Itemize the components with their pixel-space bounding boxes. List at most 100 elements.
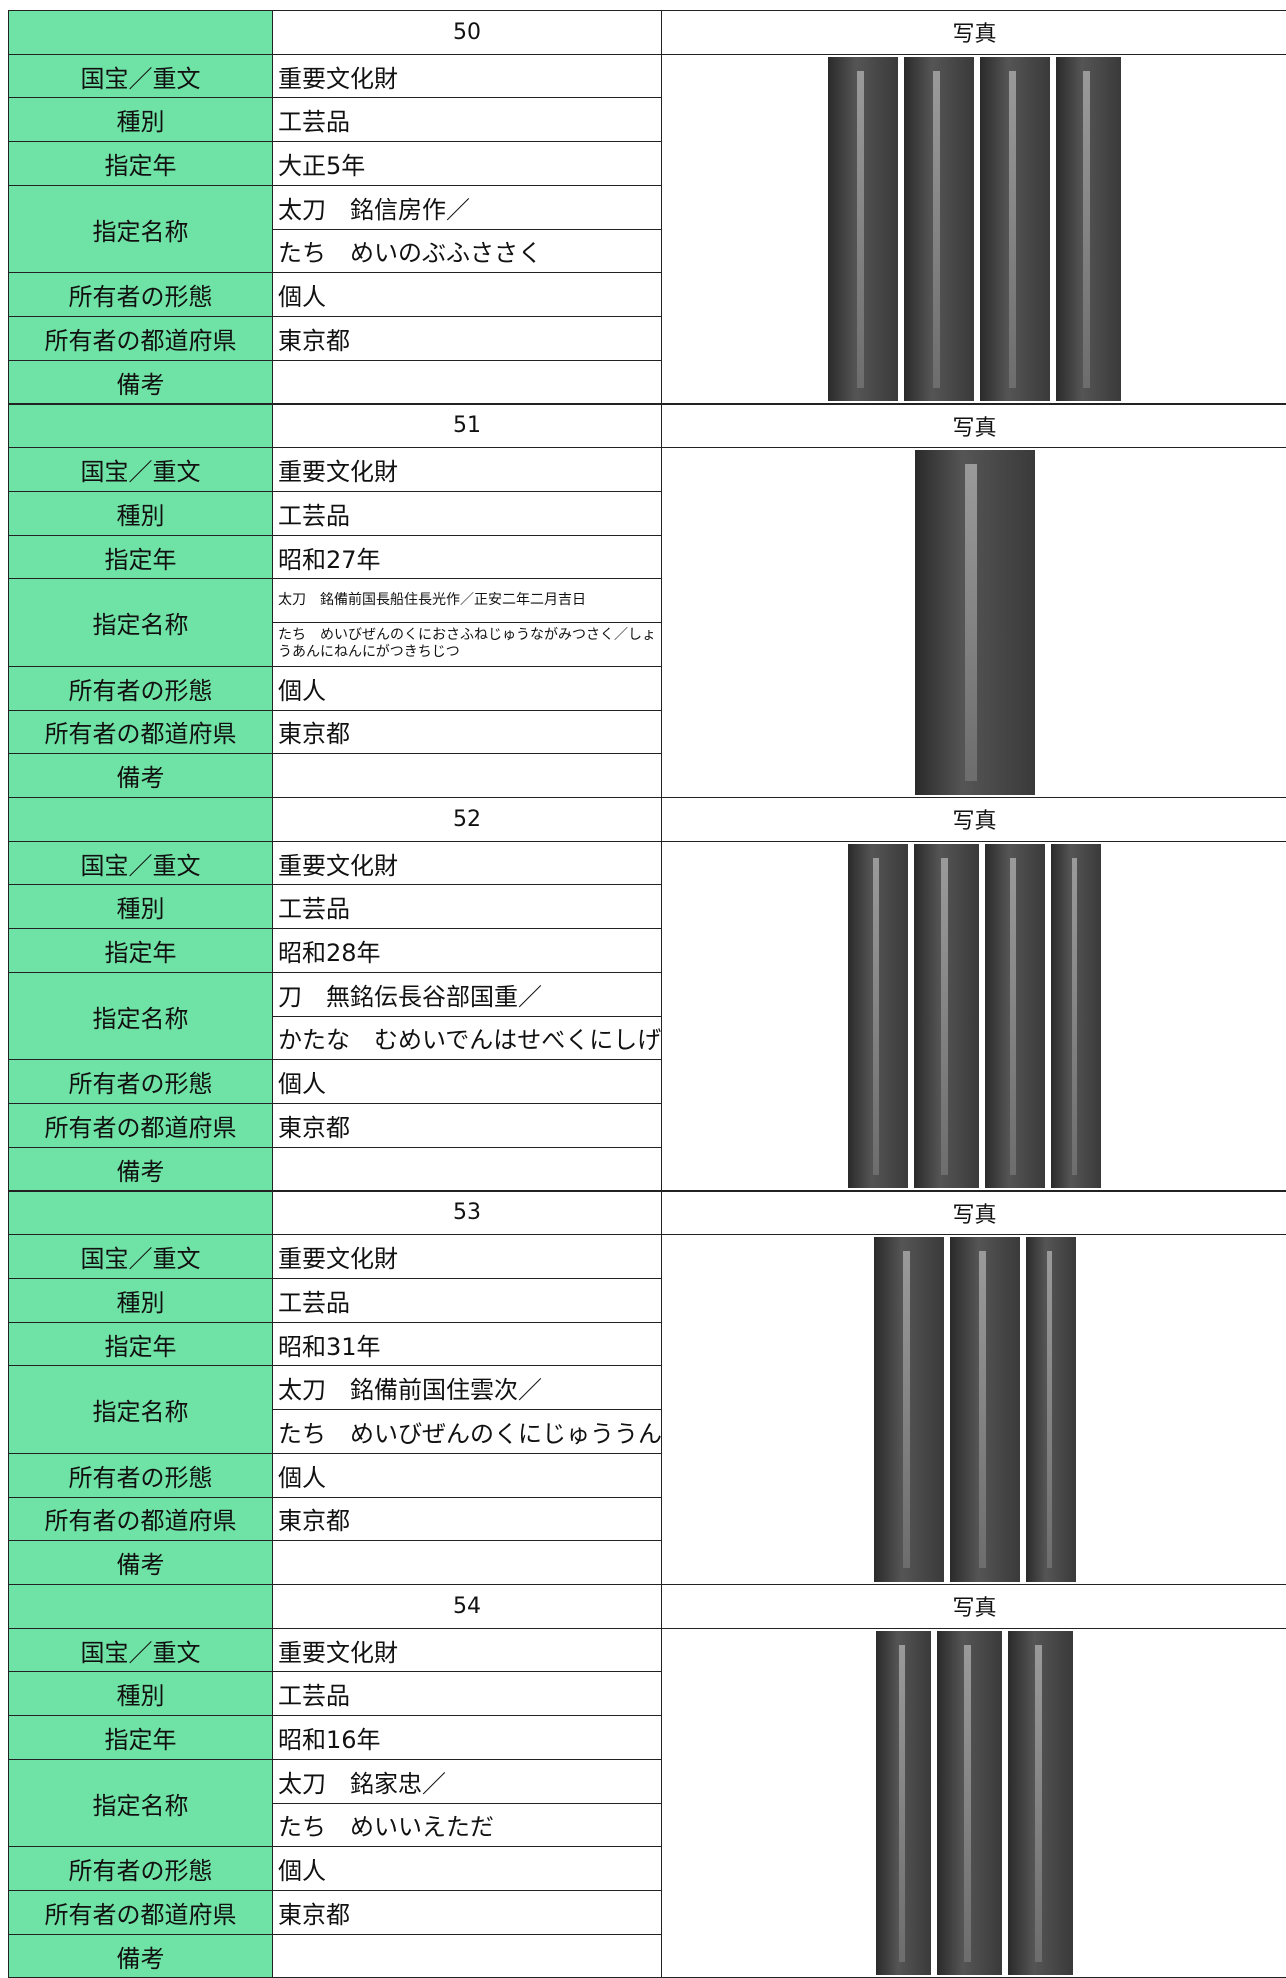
field-label: 指定名称	[8, 1365, 273, 1454]
field-value: 個人	[272, 665, 662, 711]
field-label: 種別	[8, 1277, 273, 1323]
photo-panel	[904, 56, 974, 402]
photo	[825, 55, 1124, 404]
field-value: 個人	[272, 1059, 662, 1105]
photo-panel	[914, 843, 979, 1189]
photo-panel	[876, 1630, 931, 1976]
field-value: 重要文化財	[272, 1234, 662, 1279]
field-label: 指定年	[8, 141, 273, 186]
field-label: 備考	[8, 1933, 273, 1978]
photo-panel	[848, 843, 908, 1189]
field-value: 重要文化財	[272, 840, 662, 886]
field-label: 所有者の都道府県	[8, 316, 273, 361]
name-reading: かたな むめいでんはせべくにしげ	[272, 1015, 662, 1061]
field-value: 重要文化財	[272, 53, 662, 99]
field-label: 国宝／重文	[8, 53, 273, 99]
name-reading: たち めいのぶふささく	[272, 228, 662, 274]
photo-cell	[661, 840, 1286, 1192]
field-label: 種別	[8, 884, 273, 930]
photo	[871, 1235, 1079, 1584]
field-label: 指定名称	[8, 971, 273, 1061]
field-label: 国宝／重文	[8, 1627, 273, 1673]
field-label: 国宝／重文	[8, 840, 273, 886]
photo-panel	[980, 56, 1050, 402]
field-value: 昭和31年	[272, 1321, 662, 1367]
field-value: 東京都	[272, 316, 662, 361]
field-value: 昭和28年	[272, 928, 662, 973]
photo-header: 写真	[661, 1190, 1286, 1236]
field-value: 工芸品	[272, 1277, 662, 1323]
photo-panel	[914, 450, 1035, 795]
field-value: 工芸品	[272, 97, 662, 143]
field-value: 個人	[272, 1452, 662, 1498]
field-label: 種別	[8, 490, 273, 536]
photo-panel	[1051, 843, 1101, 1189]
item-number: 53	[272, 1190, 662, 1236]
field-value: 東京都	[272, 709, 662, 755]
field-value	[272, 359, 662, 405]
field-label: 種別	[8, 97, 273, 143]
photo-panel	[1025, 1237, 1076, 1582]
photo-panel	[828, 56, 898, 402]
field-value: 工芸品	[272, 1671, 662, 1717]
field-value	[272, 1540, 662, 1585]
field-label: 指定年	[8, 928, 273, 973]
photo-header: 写真	[661, 797, 1286, 842]
field-value: 個人	[272, 1846, 662, 1892]
photo	[873, 1629, 1076, 1978]
name-reading: たち めいいえただ	[272, 1802, 662, 1848]
field-label: 所有者の都道府県	[8, 1890, 273, 1935]
field-label: 指定年	[8, 1715, 273, 1760]
header-label-cell	[8, 1584, 273, 1629]
field-label: 指定年	[8, 534, 273, 580]
field-label: 所有者の都道府県	[8, 709, 273, 755]
header-label-cell	[8, 797, 273, 842]
photo	[845, 842, 1104, 1191]
field-value: 工芸品	[272, 884, 662, 930]
field-label: 所有者の都道府県	[8, 1496, 273, 1542]
field-label: 所有者の形態	[8, 665, 273, 711]
item-number: 51	[272, 403, 662, 449]
field-label: 指定名称	[8, 184, 273, 274]
photo-panel	[1008, 1630, 1073, 1976]
item-number: 52	[272, 797, 662, 842]
designated-name: 太刀 銘信房作／	[272, 184, 662, 230]
designated-name: 太刀 銘備前国住雲次／	[272, 1365, 662, 1411]
field-label: 指定年	[8, 1321, 273, 1367]
field-label: 指定名称	[8, 1758, 273, 1848]
field-value: 東京都	[272, 1890, 662, 1935]
field-value: 東京都	[272, 1496, 662, 1542]
field-value	[272, 1146, 662, 1192]
field-value: 個人	[272, 272, 662, 318]
photo-panel	[873, 1237, 944, 1582]
name-reading: たち めいびぜんのくにおさふねじゅうながみつさく／しょうあんにねんにがつきちじつ	[272, 622, 662, 667]
field-label: 所有者の都道府県	[8, 1103, 273, 1148]
field-label: 備考	[8, 1146, 273, 1192]
header-label-cell	[8, 1190, 273, 1236]
field-label: 所有者の形態	[8, 272, 273, 318]
designated-name: 刀 無銘伝長谷部国重／	[272, 971, 662, 1017]
photo	[912, 448, 1038, 797]
header-label-cell	[8, 403, 273, 449]
field-value: 重要文化財	[272, 1627, 662, 1673]
field-value	[272, 1933, 662, 1978]
photo-cell	[661, 447, 1286, 798]
photo-panel	[937, 1630, 1002, 1976]
field-label: 所有者の形態	[8, 1452, 273, 1498]
field-value	[272, 753, 662, 798]
field-label: 備考	[8, 1540, 273, 1585]
photo-panel	[949, 1237, 1020, 1582]
photo-panel	[985, 843, 1045, 1189]
item-number: 50	[272, 10, 662, 55]
photo-header: 写真	[661, 1584, 1286, 1629]
field-label: 所有者の形態	[8, 1059, 273, 1105]
photo-cell	[661, 1627, 1286, 1978]
field-label: 国宝／重文	[8, 447, 273, 492]
field-label: 備考	[8, 753, 273, 798]
field-value: 重要文化財	[272, 447, 662, 492]
designated-name: 太刀 銘家忠／	[272, 1758, 662, 1804]
field-value: 大正5年	[272, 141, 662, 186]
photo-cell	[661, 1234, 1286, 1585]
photo-cell	[661, 53, 1286, 405]
